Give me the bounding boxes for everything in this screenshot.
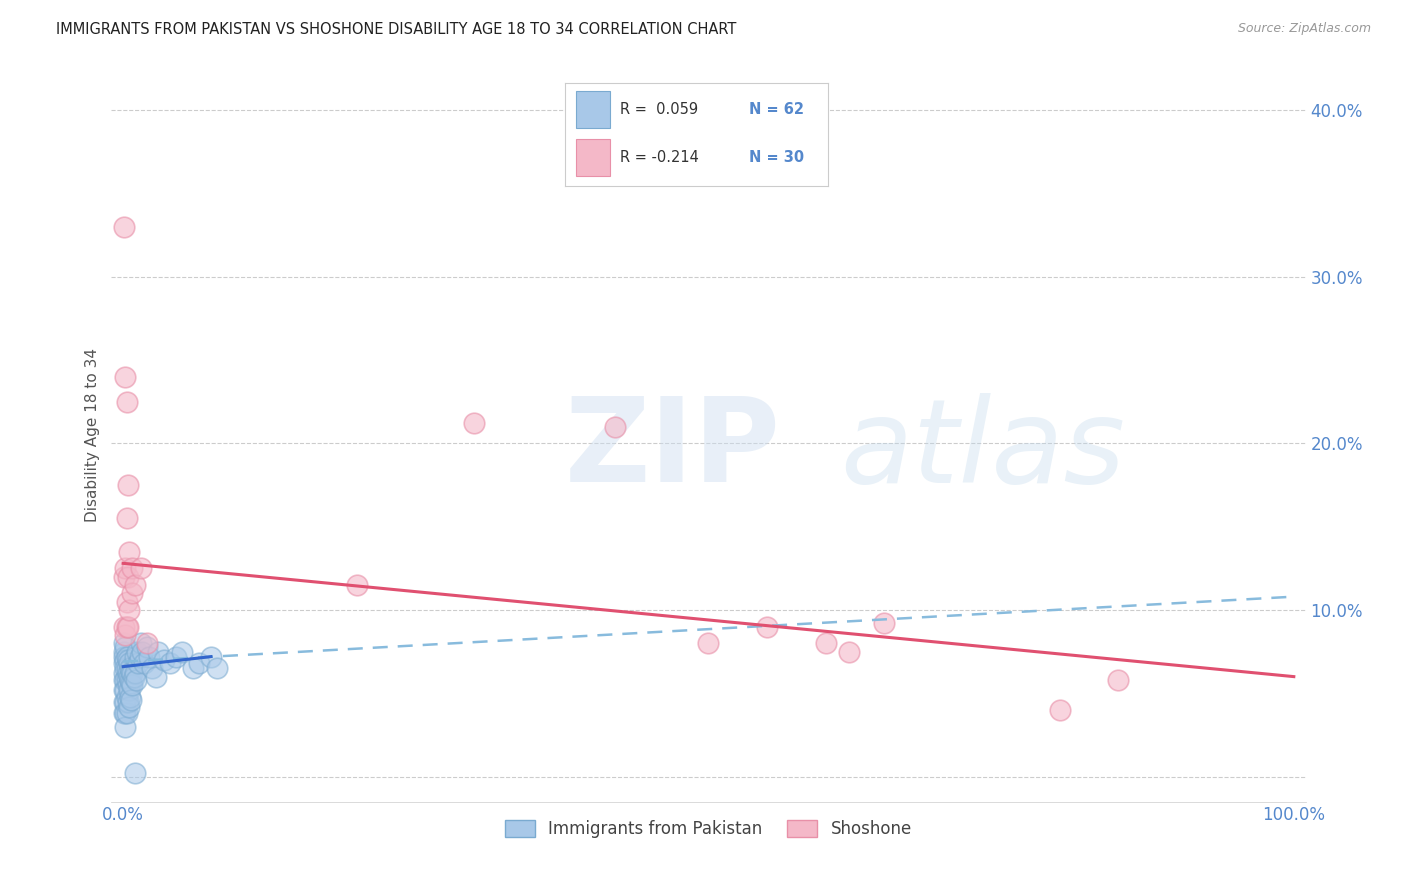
Point bbox=[112, 666, 135, 681]
Point bbox=[114, 561, 136, 575]
Point bbox=[121, 561, 143, 575]
Point bbox=[118, 657, 141, 671]
Text: ZIP: ZIP bbox=[565, 392, 782, 508]
Point bbox=[115, 661, 138, 675]
Point bbox=[112, 682, 135, 697]
Point bbox=[135, 636, 157, 650]
Point bbox=[128, 649, 150, 664]
Point bbox=[124, 578, 146, 592]
Point bbox=[115, 620, 138, 634]
Point bbox=[117, 678, 139, 692]
Point bbox=[118, 670, 141, 684]
Point bbox=[188, 657, 211, 671]
Point bbox=[134, 657, 156, 671]
Point bbox=[121, 678, 143, 692]
Point bbox=[153, 653, 176, 667]
Point bbox=[115, 594, 138, 608]
Point bbox=[117, 478, 139, 492]
Point bbox=[838, 645, 860, 659]
Point bbox=[1049, 703, 1071, 717]
Legend: Immigrants from Pakistan, Shoshone: Immigrants from Pakistan, Shoshone bbox=[498, 813, 918, 845]
Point bbox=[124, 666, 146, 681]
Point bbox=[124, 649, 146, 664]
Point bbox=[115, 649, 138, 664]
Point bbox=[112, 695, 135, 709]
Point bbox=[114, 628, 136, 642]
Text: atlas: atlas bbox=[839, 392, 1125, 507]
Point bbox=[117, 569, 139, 583]
Point bbox=[138, 649, 160, 664]
Point bbox=[127, 657, 149, 671]
Point bbox=[131, 645, 153, 659]
Point bbox=[756, 620, 779, 634]
Point bbox=[205, 661, 228, 675]
Point bbox=[115, 673, 138, 687]
Point bbox=[121, 666, 143, 681]
Point bbox=[159, 657, 181, 671]
Point bbox=[112, 620, 135, 634]
Point bbox=[129, 636, 152, 650]
Point bbox=[125, 673, 148, 687]
Point bbox=[120, 693, 142, 707]
Point bbox=[145, 670, 167, 684]
Text: IMMIGRANTS FROM PAKISTAN VS SHOSHONE DISABILITY AGE 18 TO 34 CORRELATION CHART: IMMIGRANTS FROM PAKISTAN VS SHOSHONE DIS… bbox=[56, 22, 737, 37]
Point bbox=[118, 603, 141, 617]
Point bbox=[183, 661, 205, 675]
Point bbox=[114, 720, 136, 734]
Point bbox=[120, 690, 142, 704]
Point bbox=[118, 682, 141, 697]
Point bbox=[112, 636, 135, 650]
Point bbox=[114, 695, 136, 709]
Point bbox=[114, 682, 136, 697]
Point bbox=[129, 561, 152, 575]
Point bbox=[112, 645, 135, 659]
Point bbox=[814, 636, 837, 650]
Point bbox=[346, 578, 368, 592]
Point bbox=[112, 219, 135, 234]
Point bbox=[114, 369, 136, 384]
Point bbox=[112, 657, 135, 671]
Point bbox=[117, 695, 139, 709]
Point bbox=[603, 419, 626, 434]
Point bbox=[114, 706, 136, 721]
Point bbox=[170, 645, 193, 659]
Point bbox=[120, 661, 142, 675]
Y-axis label: Disability Age 18 to 34: Disability Age 18 to 34 bbox=[86, 348, 100, 522]
Point bbox=[141, 661, 163, 675]
Point bbox=[120, 676, 142, 690]
Point bbox=[120, 665, 142, 679]
Point bbox=[697, 636, 720, 650]
Point bbox=[124, 766, 146, 780]
Point bbox=[165, 649, 187, 664]
Point bbox=[200, 649, 222, 664]
Point bbox=[117, 666, 139, 681]
Point bbox=[127, 645, 149, 659]
Point bbox=[117, 620, 139, 634]
Point bbox=[135, 640, 157, 654]
Point bbox=[115, 690, 138, 704]
Point bbox=[114, 661, 136, 675]
Point bbox=[117, 653, 139, 667]
Point bbox=[122, 670, 145, 684]
Point bbox=[112, 649, 135, 664]
Point bbox=[115, 511, 138, 525]
Point bbox=[114, 673, 136, 687]
Point bbox=[112, 673, 135, 687]
Text: Source: ZipAtlas.com: Source: ZipAtlas.com bbox=[1237, 22, 1371, 36]
Point bbox=[114, 640, 136, 654]
Point bbox=[112, 706, 135, 721]
Point bbox=[118, 544, 141, 558]
Point bbox=[114, 653, 136, 667]
Point bbox=[120, 673, 142, 687]
Point bbox=[873, 616, 896, 631]
Point bbox=[121, 586, 143, 600]
Point bbox=[463, 417, 485, 431]
Point bbox=[115, 394, 138, 409]
Point bbox=[148, 645, 170, 659]
Point bbox=[115, 706, 138, 721]
Point bbox=[112, 569, 135, 583]
Point bbox=[118, 699, 141, 714]
Point bbox=[1107, 673, 1129, 687]
